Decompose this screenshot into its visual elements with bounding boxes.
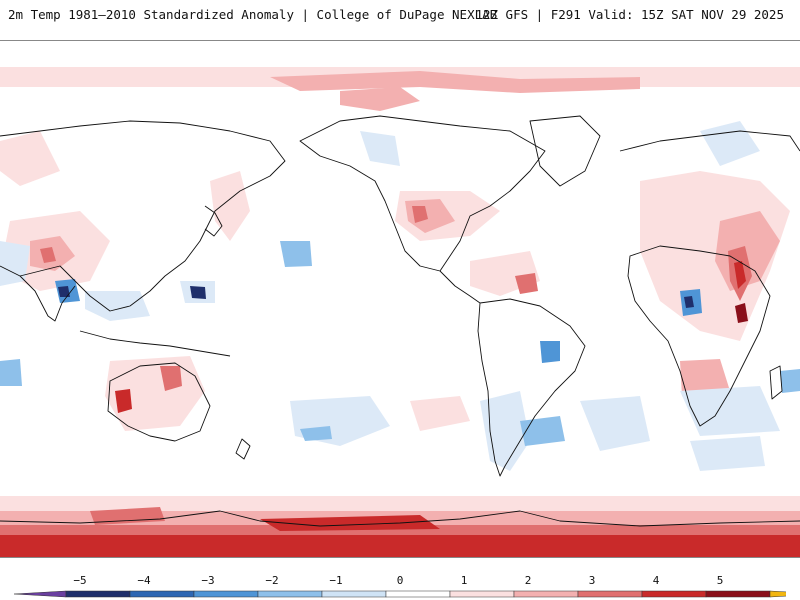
coastlines [0,115,800,527]
colorbar-segment [577,590,643,598]
colorbar-segment [65,590,131,598]
warm-anomaly-shading [0,67,800,557]
legend-tick: −2 [265,574,279,587]
map-title: 2m Temp 1981–2010 Standardized Anomaly |… [8,7,498,22]
colorbar-segment [513,590,579,598]
colorbar-segment [769,590,786,598]
colorbar-segment [14,590,67,598]
legend-tick: 1 [460,574,468,587]
colorbar-segment [641,590,707,598]
legend-tick: 0 [396,574,404,587]
colorbar-segment [193,590,259,598]
color-legend: −5 −4 −3 −2 −1 0 1 2 3 4 5 [0,568,800,600]
legend-tick: 4 [652,574,660,587]
map-header: 2m Temp 1981–2010 Standardized Anomaly |… [0,0,800,30]
legend-tick: 2 [524,574,532,587]
cold-anomaly-shading [0,121,800,471]
anomaly-map [0,67,800,557]
colorbar-segment [449,590,515,598]
map-panel [0,40,800,558]
legend-tick: −3 [201,574,215,587]
legend-tick: −4 [137,574,151,587]
colorbar [14,590,786,598]
colorbar-segment [321,590,387,598]
legend-tick: −5 [73,574,87,587]
legend-tick: −1 [329,574,343,587]
colorbar-segment [257,590,323,598]
legend-tick: 5 [716,574,724,587]
colorbar-segment [129,590,195,598]
legend-tick: 3 [588,574,596,587]
model-valid-time: 12Z GFS | F291 Valid: 15Z SAT NOV 29 202… [475,7,784,22]
colorbar-segment [385,590,451,598]
colorbar-segment [705,590,771,598]
